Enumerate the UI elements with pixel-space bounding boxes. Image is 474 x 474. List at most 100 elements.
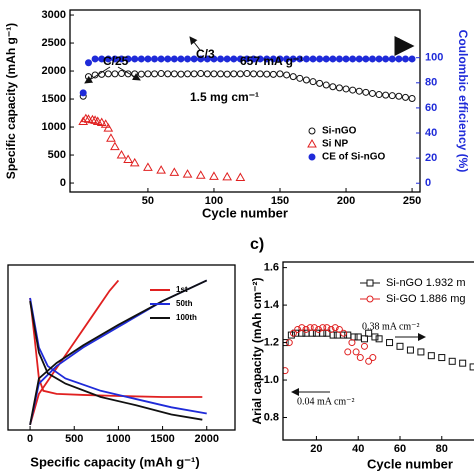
- marker: [362, 88, 370, 96]
- marker: [230, 70, 238, 78]
- y2-tick-label: 20: [425, 152, 437, 164]
- marker: [354, 333, 362, 341]
- curve: [29, 300, 203, 421]
- marker: [360, 342, 368, 350]
- legend-label: Si-GO 1.886 mg: [386, 293, 465, 305]
- y2-tick-label: 60: [425, 102, 437, 114]
- marker: [302, 55, 310, 63]
- x-tick-label: 100: [205, 195, 223, 207]
- marker: [362, 55, 370, 63]
- curve: [29, 297, 203, 398]
- legend-label: 50th: [176, 299, 193, 308]
- marker: [365, 329, 373, 337]
- marker: [250, 70, 258, 78]
- marker: [356, 354, 364, 362]
- arrow: [189, 36, 201, 51]
- marker: [368, 89, 376, 97]
- marker: [316, 79, 324, 87]
- marker: [285, 339, 293, 347]
- marker: [80, 113, 91, 123]
- marker: [235, 172, 246, 181]
- x-tick-label: 500: [65, 433, 83, 445]
- marker: [177, 70, 185, 78]
- marker: [203, 55, 211, 63]
- marker: [209, 171, 219, 180]
- marker: [322, 55, 330, 63]
- marker: [236, 55, 244, 63]
- marker: [222, 171, 233, 181]
- marker: [217, 70, 225, 78]
- y2-tick-label: 40: [425, 127, 437, 139]
- annotation: 0.04 mA cm⁻²: [297, 396, 354, 407]
- panel-label: c): [250, 236, 264, 253]
- marker: [243, 70, 251, 78]
- marker: [118, 55, 126, 63]
- legend-label: Si-nGO 1.932 m: [386, 277, 465, 289]
- marker: [203, 70, 211, 78]
- marker: [401, 55, 409, 63]
- y-tick-label: 0.8: [264, 411, 279, 423]
- marker: [129, 157, 140, 167]
- marker: [302, 325, 310, 333]
- marker: [323, 324, 331, 332]
- marker: [375, 91, 383, 99]
- marker: [315, 325, 323, 333]
- marker: [116, 150, 127, 159]
- marker: [111, 55, 119, 63]
- marker: [111, 70, 119, 78]
- marker: [360, 335, 368, 343]
- marker: [137, 70, 145, 78]
- marker: [350, 333, 358, 341]
- marker: [366, 295, 374, 303]
- y-tick-label: 1.6: [264, 262, 279, 274]
- marker: [184, 70, 192, 78]
- marker: [157, 55, 165, 63]
- x-tick-label: 150: [271, 195, 289, 207]
- plot-area: [29, 279, 208, 426]
- x-tick-label: 1500: [150, 433, 174, 445]
- marker: [327, 325, 335, 333]
- marker: [164, 70, 172, 78]
- marker: [118, 70, 126, 78]
- annotation: 657 mA g⁻¹: [240, 54, 303, 68]
- x-tick-label: 80: [436, 443, 448, 455]
- marker: [408, 55, 416, 63]
- marker: [269, 55, 277, 63]
- marker: [306, 324, 314, 332]
- marker: [371, 333, 379, 341]
- y2-tick-label: 80: [425, 77, 437, 89]
- annotation: 1.5 mg cm⁻¹: [190, 90, 259, 104]
- annotation: C/25: [103, 54, 129, 68]
- marker: [335, 84, 343, 92]
- marker: [344, 348, 352, 356]
- curve: [29, 279, 120, 426]
- marker: [131, 55, 139, 63]
- marker: [223, 55, 231, 63]
- y-tick-label: 1.2: [264, 336, 279, 348]
- marker: [308, 153, 316, 161]
- marker: [87, 114, 98, 124]
- marker: [144, 70, 152, 78]
- marker: [289, 73, 297, 81]
- marker: [329, 83, 337, 91]
- x-tick-label: 20: [310, 443, 322, 455]
- marker: [308, 329, 316, 337]
- marker: [296, 74, 304, 82]
- arrow: [84, 66, 111, 84]
- marker: [283, 55, 291, 63]
- marker: [104, 55, 112, 63]
- y-tick-label: 2000: [42, 65, 66, 77]
- marker: [256, 70, 264, 78]
- marker: [349, 86, 357, 94]
- marker: [309, 78, 317, 86]
- y-axis-label: Specific capacity (mAh g⁻¹): [4, 23, 18, 179]
- marker: [302, 76, 310, 84]
- legend-label: Si NP: [322, 139, 348, 150]
- marker: [182, 169, 193, 178]
- annotation: C/3: [196, 47, 215, 61]
- marker: [151, 70, 159, 78]
- marker: [287, 331, 295, 339]
- marker: [223, 70, 231, 78]
- x-tick-label: 2000: [194, 433, 218, 445]
- marker: [230, 55, 238, 63]
